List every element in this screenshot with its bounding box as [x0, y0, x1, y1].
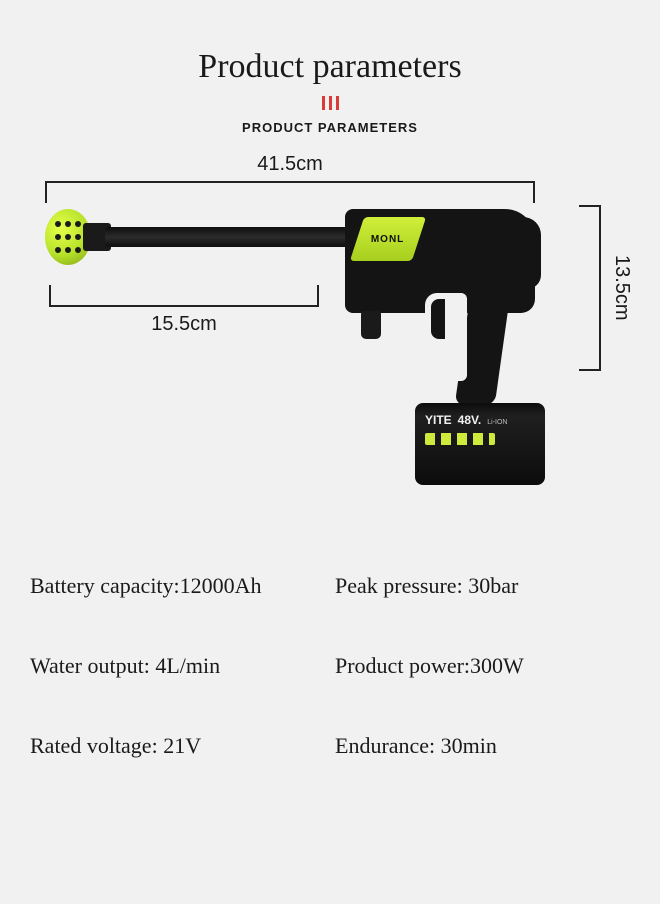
- water-inlet: [361, 311, 381, 339]
- brand-label: MONL: [371, 234, 404, 245]
- page-subtitle: PRODUCT PARAMETERS: [0, 120, 660, 135]
- header: Product parameters PRODUCT PARAMETERS: [0, 0, 660, 135]
- barrel: [105, 227, 365, 247]
- spec-label: Product power:: [335, 653, 470, 678]
- spec-battery-capacity: Battery capacity:12000Ah: [30, 573, 325, 599]
- spec-value: 4L/min: [155, 653, 220, 678]
- spec-value: 300W: [470, 653, 524, 678]
- dimension-height-label: 13.5cm: [610, 205, 633, 371]
- battery-voltage: 48V.: [458, 413, 482, 427]
- spec-product-power: Product power:300W: [335, 653, 630, 679]
- spec-peak-pressure: Peak pressure: 30bar: [335, 573, 630, 599]
- spec-water-output: Water output: 4L/min: [30, 653, 325, 679]
- spec-value: 21V: [163, 733, 201, 758]
- battery-sub: Li-ION: [487, 419, 507, 426]
- spec-endurance: Endurance: 30min: [335, 733, 630, 759]
- spec-label: Water output:: [30, 653, 155, 678]
- product-diagram: 41.5cm MONL YITE 48V. Li-ION 15.5cm 13.5…: [45, 153, 615, 483]
- dimension-height-bracket: [579, 205, 601, 371]
- spec-rated-voltage: Rated voltage: 21V: [30, 733, 325, 759]
- battery-brand: YITE: [425, 413, 452, 427]
- accent-marks: [0, 96, 660, 110]
- battery-pack: YITE 48V. Li-ION: [415, 403, 545, 485]
- specs-grid: Battery capacity:12000Ah Peak pressure: …: [30, 573, 630, 759]
- page-title: Product parameters: [0, 48, 660, 86]
- spec-value: 12000Ah: [180, 573, 262, 598]
- dimension-length-label: 41.5cm: [45, 153, 535, 176]
- spec-label: Peak pressure:: [335, 573, 468, 598]
- spec-label: Rated voltage:: [30, 733, 163, 758]
- spec-label: Battery capacity:: [30, 573, 180, 598]
- spec-value: 30min: [441, 733, 497, 758]
- battery-indicator-icon: [425, 433, 495, 445]
- trigger: [431, 299, 445, 339]
- spec-label: Endurance:: [335, 733, 441, 758]
- dimension-barrel-label: 15.5cm: [49, 313, 319, 336]
- product-illustration: MONL YITE 48V. Li-ION 15.5cm: [45, 197, 535, 487]
- dimension-barrel-bracket: [49, 285, 319, 307]
- spec-value: 30bar: [468, 573, 518, 598]
